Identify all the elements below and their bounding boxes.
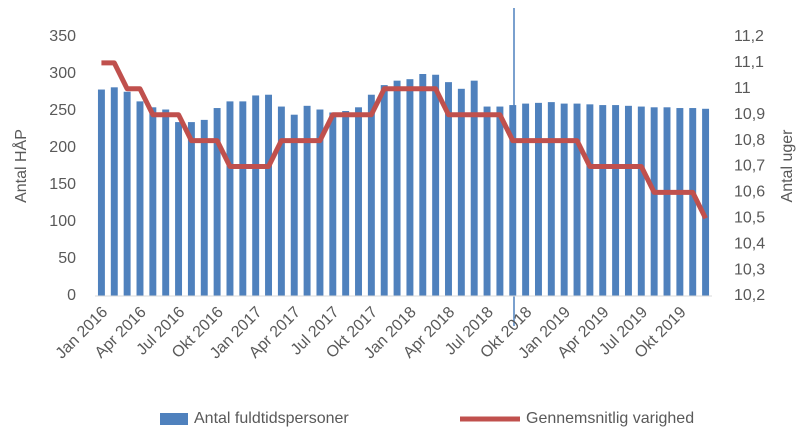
bar	[290, 114, 298, 296]
bar	[663, 107, 671, 296]
y-tick-label: 0	[67, 287, 76, 304]
bar	[637, 106, 645, 296]
bar	[110, 87, 118, 296]
line	[101, 60, 708, 220]
bar	[162, 109, 170, 297]
bar	[252, 95, 260, 297]
bar	[522, 103, 530, 296]
y2-tick-label: 10,4	[734, 235, 765, 252]
y2-tick-label: 10,9	[734, 106, 765, 123]
y2-tick-label: 11,1	[734, 54, 764, 71]
bar	[650, 107, 658, 296]
bar	[316, 109, 324, 297]
y-tick-label: 100	[49, 213, 76, 230]
bar	[624, 105, 632, 296]
bar	[406, 79, 414, 297]
legend-swatch	[160, 413, 188, 425]
bar	[534, 102, 542, 296]
bar	[560, 103, 568, 296]
bar	[483, 106, 491, 296]
bar	[573, 103, 581, 296]
bar	[200, 119, 208, 296]
bar	[470, 80, 478, 296]
bar	[303, 105, 311, 296]
bar	[355, 107, 362, 296]
y-tick-label: 50	[58, 250, 76, 267]
bar	[432, 74, 440, 297]
bar	[136, 101, 144, 296]
bar	[612, 105, 620, 296]
bar	[123, 91, 131, 296]
bar	[226, 101, 234, 296]
bar	[342, 111, 350, 296]
legend-label: Antal fuldtidspersoner	[194, 410, 349, 427]
bar	[393, 80, 401, 296]
y2-tick-label: 10,2	[734, 287, 765, 304]
y-tick-label: 350	[49, 28, 76, 45]
bar	[509, 105, 517, 296]
y2-axis-title: Antal uger	[779, 129, 796, 203]
legend-label: Gennemsnitlig varighed	[526, 410, 694, 427]
bar	[547, 102, 555, 297]
y2-tick-label: 10,6	[734, 184, 765, 201]
bar	[239, 101, 247, 296]
bar	[457, 88, 465, 296]
bar	[380, 85, 388, 296]
bar	[329, 112, 337, 296]
bar	[367, 94, 375, 296]
y2-tick-label: 10,7	[734, 158, 765, 175]
bar	[175, 122, 183, 296]
bar	[97, 89, 105, 296]
y-tick-label: 300	[49, 65, 76, 82]
bar	[599, 105, 607, 296]
bar	[445, 82, 452, 296]
bar	[187, 122, 195, 296]
bar	[586, 104, 594, 296]
y2-tick-label: 11	[734, 80, 751, 97]
bar	[689, 108, 697, 296]
y2-tick-label: 10,5	[734, 210, 765, 227]
y-tick-label: 150	[49, 176, 76, 193]
bar	[149, 107, 157, 296]
bar	[419, 74, 427, 296]
y2-tick-label: 11,2	[734, 28, 764, 45]
bar	[277, 106, 285, 296]
y-tick-label: 200	[49, 139, 76, 156]
y2-tick-label: 10,3	[734, 261, 765, 278]
bar	[265, 94, 273, 296]
y-axis-title: Antal HÅP	[11, 129, 30, 203]
y2-tick-label: 10,8	[734, 132, 765, 149]
y-tick-label: 250	[49, 102, 76, 119]
bar	[213, 108, 221, 296]
bar	[702, 108, 710, 296]
bar	[676, 108, 684, 296]
bar	[496, 106, 504, 296]
